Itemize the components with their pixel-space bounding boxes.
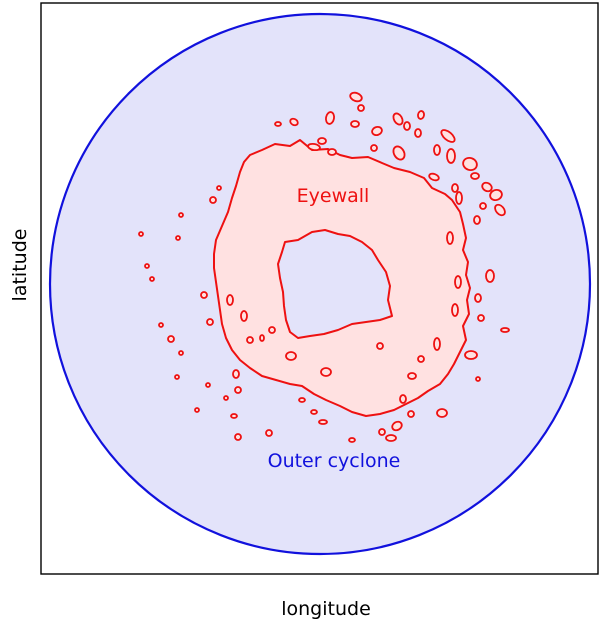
eyewall-fragment xyxy=(433,144,441,156)
eyewall-fragment xyxy=(348,437,356,443)
eyewall-fragment xyxy=(455,191,463,205)
eyewall-fragment xyxy=(407,372,417,380)
eyewall-fragment xyxy=(479,202,487,210)
eyewall-fragment xyxy=(475,376,481,382)
eyewall-fragment xyxy=(481,181,493,193)
eyewall-fragment xyxy=(399,394,407,404)
eyewall-fragment xyxy=(223,395,229,401)
eyewall-fragment xyxy=(200,291,208,299)
eyewall-fragment xyxy=(234,386,242,394)
eyewall-fragment xyxy=(403,121,411,131)
eyewall-region xyxy=(214,140,470,416)
eyewall-fragment xyxy=(470,172,480,180)
eyewall-fragment xyxy=(167,335,175,343)
eyewall-fragment xyxy=(307,142,321,152)
eyewall-fragment xyxy=(473,215,481,225)
eyewall-fragment xyxy=(226,294,234,306)
eyewall-fragment xyxy=(178,212,184,218)
eyewall-fragment xyxy=(205,382,211,388)
eyewall-fragment xyxy=(370,144,378,152)
eyewall-fragment xyxy=(357,104,365,112)
eyewall-fragment xyxy=(378,428,386,436)
eyewall-fragment xyxy=(428,172,440,182)
eyewall-fragment xyxy=(349,91,363,103)
eyewall-fragment xyxy=(350,120,360,128)
plot-frame xyxy=(40,2,599,575)
eyewall-fragment xyxy=(385,434,397,442)
eyewall-fragment xyxy=(433,337,441,351)
eyewall-label: Eyewall xyxy=(297,185,370,207)
eyewall-fragment xyxy=(209,196,217,204)
eyewall-fragment xyxy=(451,303,459,317)
eyewall-fragments xyxy=(138,91,510,443)
eyewall-fragment xyxy=(206,318,214,326)
eyewall-fragment xyxy=(158,322,164,328)
eyewall-fragment xyxy=(392,145,406,161)
eyewall-fragment xyxy=(138,231,144,237)
eyewall-fragment xyxy=(289,117,299,127)
eyewall-fragment xyxy=(216,185,222,191)
eyewall-fragment xyxy=(174,374,180,380)
outer-cyclone-region xyxy=(50,14,590,554)
eyewall-fragment xyxy=(285,351,297,361)
eyewall-fragment xyxy=(325,111,335,125)
eyewall-fragment xyxy=(178,350,184,356)
eyewall-fragment xyxy=(265,429,273,437)
eyewall-fragment xyxy=(417,110,425,120)
x-axis-label: longitude xyxy=(281,598,371,620)
eyewall-fragment xyxy=(414,128,422,138)
eyewall-fragment xyxy=(232,369,240,379)
eyewall-fragment xyxy=(230,413,238,419)
eyewall-fragment xyxy=(175,235,181,241)
eyewall-fragment xyxy=(417,355,425,363)
eyewall-fragment xyxy=(464,350,478,360)
eyewall-fragment xyxy=(274,121,282,127)
eyewall-fragment xyxy=(259,334,265,342)
eyewall-fragment xyxy=(268,326,276,334)
eyewall-fragment xyxy=(440,129,456,143)
eyewall-fragment xyxy=(240,310,248,322)
eyewall-fragment xyxy=(318,419,328,425)
eyewall-fragment xyxy=(462,156,478,172)
eyewall-fragment xyxy=(194,407,200,413)
eyewall-fragment xyxy=(310,409,318,415)
outer-cyclone-label: Outer cyclone xyxy=(268,450,401,472)
y-axis-label: latitude xyxy=(9,229,31,302)
eyewall-fragment xyxy=(320,367,332,377)
eyewall-fragment xyxy=(436,408,448,418)
eyewall-fragment xyxy=(144,263,150,269)
eyewall-fragment xyxy=(327,148,337,156)
eyewall-fragment xyxy=(489,188,503,202)
eyewall-fragment xyxy=(392,112,404,126)
eyewall-fragment xyxy=(391,420,403,432)
eyewall-fragment xyxy=(451,183,459,193)
eyewall-fragment xyxy=(371,125,383,137)
eyewall-fragment xyxy=(234,433,242,441)
eyewall-fragment xyxy=(376,342,384,350)
eyewall-fragment xyxy=(149,276,155,282)
eyewall-fragment xyxy=(474,293,482,303)
outer-cyclone-edge xyxy=(48,12,592,556)
eyewall-edge xyxy=(213,139,471,417)
eyewall-fragment xyxy=(494,203,506,217)
eyewall-fragment xyxy=(317,137,327,145)
eyewall-fragment xyxy=(485,269,495,283)
eyewall-fragment xyxy=(407,410,415,418)
eyewall-fragment xyxy=(500,327,510,333)
eyewall-fragment xyxy=(446,148,456,164)
eyewall-fragment xyxy=(298,397,306,403)
eyewall-fragment xyxy=(446,231,454,245)
eyewall-fragment xyxy=(246,336,254,344)
eyewall-fragment xyxy=(454,275,462,289)
eyewall-fragment xyxy=(477,314,485,322)
